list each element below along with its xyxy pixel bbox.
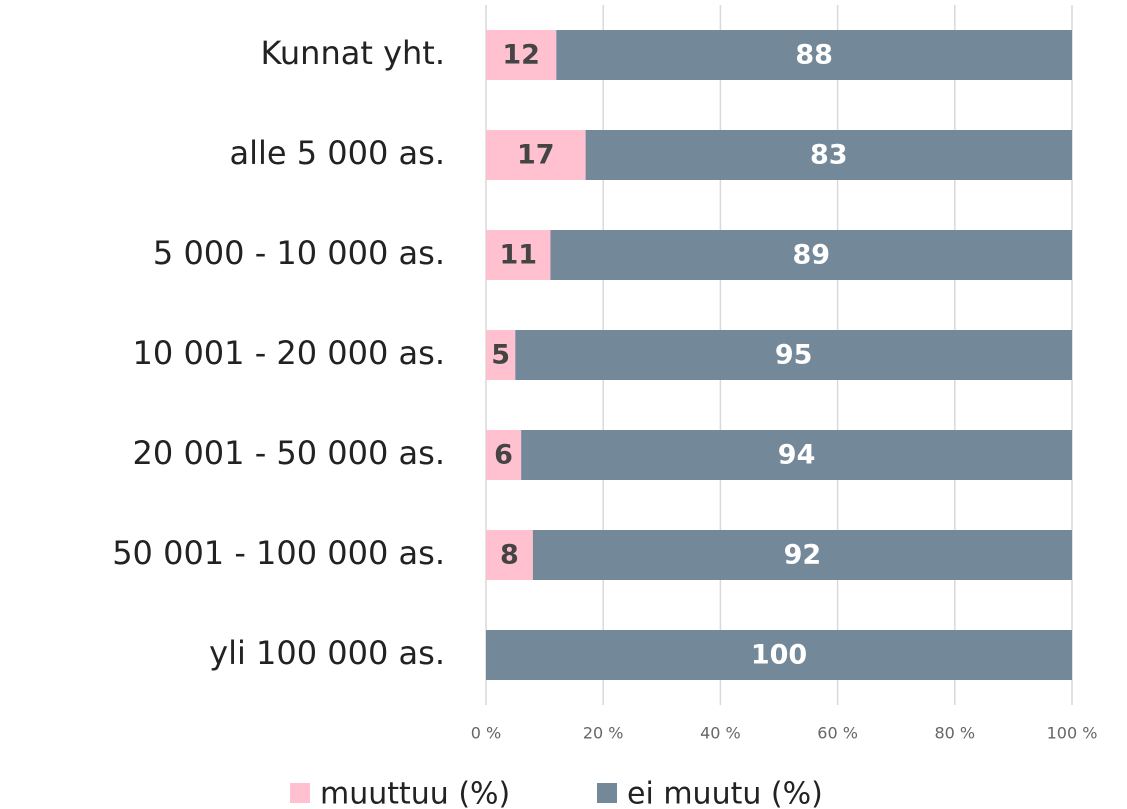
legend-label: muuttuu (%) [320,777,510,809]
category-label: Kunnat yht. [261,34,446,72]
bar-segment [521,430,1072,480]
bar-segment [550,230,1072,280]
data-label: 88 [795,40,833,71]
bar-segment [556,30,1072,80]
bar-segment [585,130,1072,180]
bar-segment [486,230,551,280]
data-label: 11 [499,240,537,271]
category-label: yli 100 000 as. [209,634,445,672]
x-tick-label: 20 % [583,724,624,743]
category-label: 10 001 - 20 000 as. [133,334,445,372]
x-tick-label: 100 % [1047,724,1098,743]
category-label: 20 001 - 50 000 as. [133,434,445,472]
category-label: 5 000 - 10 000 as. [153,234,445,272]
data-label: 92 [784,540,822,571]
bar-segment [486,30,557,80]
data-label: 95 [775,340,813,371]
x-tick-label: 80 % [934,724,975,743]
x-tick-label: 0 % [471,724,501,743]
bar-segment [486,630,1072,680]
data-label: 89 [792,240,830,271]
data-label: 94 [778,440,816,471]
data-label: 8 [500,540,519,571]
bar-segment [515,330,1072,380]
data-label: 12 [502,40,540,71]
data-label: 17 [517,140,555,171]
bar-segment [486,130,586,180]
data-label: 5 [491,340,510,371]
bar-segment [532,530,1072,580]
data-label: 100 [751,640,807,671]
x-tick-label: 60 % [817,724,858,743]
category-label: alle 5 000 as. [230,134,445,172]
data-label: 6 [494,440,513,471]
legend-swatch [597,783,617,803]
bar-segment [486,430,522,480]
legend-label: ei muutu (%) [627,777,823,809]
category-label: 50 001 - 100 000 as. [112,534,445,572]
x-tick-label: 40 % [700,724,741,743]
bar-segment [486,330,516,380]
bar-segment [486,530,533,580]
data-label: 83 [810,140,848,171]
legend-swatch [290,783,310,803]
